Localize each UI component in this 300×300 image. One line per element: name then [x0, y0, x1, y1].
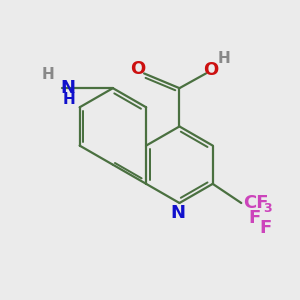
Text: H: H — [217, 51, 230, 66]
Text: N: N — [170, 204, 185, 222]
Text: F: F — [249, 209, 261, 227]
Text: F: F — [259, 219, 271, 237]
Text: O: O — [130, 60, 146, 78]
Text: CF: CF — [243, 194, 268, 212]
Text: 3: 3 — [263, 202, 272, 215]
Text: N: N — [60, 79, 75, 97]
Text: H: H — [63, 92, 75, 107]
Text: H: H — [42, 68, 55, 82]
Text: O: O — [203, 61, 218, 80]
